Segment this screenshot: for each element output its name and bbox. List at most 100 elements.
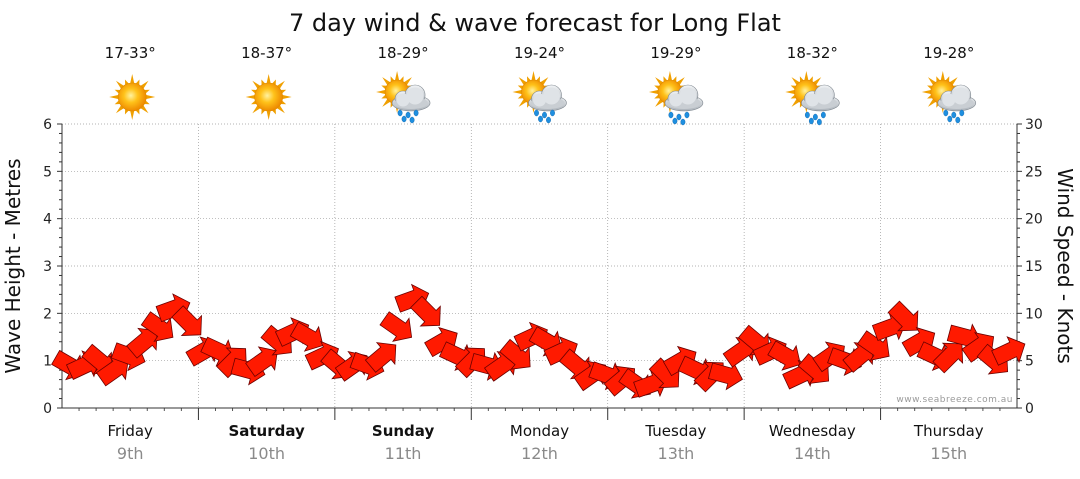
rain-drop: [405, 111, 411, 119]
rain-drops: [804, 111, 826, 126]
wind-arrow: [901, 326, 936, 358]
wind-arrow: [289, 321, 324, 352]
sun-ray: [281, 94, 292, 100]
day-temperature: 19-24°: [514, 44, 565, 62]
wind-arrow: [767, 340, 801, 371]
left-axis-title: Wave Height - Metres: [1, 158, 25, 373]
right-axis-title: Wind Speed - Knots: [1053, 168, 1077, 364]
sun-cloud-icon: [785, 71, 840, 126]
sun-ray: [940, 71, 945, 81]
sunny-icon: [109, 74, 156, 120]
rain-drop: [947, 115, 953, 123]
rain-drop: [943, 109, 949, 117]
right-tick-label: 20: [1025, 212, 1043, 228]
rain-drop: [812, 113, 818, 121]
sun-ray: [512, 89, 523, 95]
rain-drop: [955, 116, 961, 124]
sun-rain-icon: [376, 71, 431, 124]
right-tick-label: 10: [1025, 306, 1043, 322]
rain-drop: [401, 115, 407, 123]
rain-drops: [943, 109, 965, 124]
sun-ray: [266, 110, 271, 120]
sun-ray: [130, 74, 135, 84]
sun-rain-icon: [921, 71, 977, 124]
wind-arrow: [991, 336, 1026, 366]
day-date-label: 12th: [521, 444, 558, 463]
right-tick-label: 30: [1025, 117, 1043, 133]
wind-arrow: [364, 342, 397, 373]
right-tick-label: 0: [1025, 401, 1034, 417]
wind-arrow: [95, 355, 129, 387]
day-date-label: 11th: [385, 444, 422, 463]
sun-disc: [117, 82, 147, 112]
rain-drop: [820, 111, 826, 119]
left-tick-label: 2: [43, 306, 52, 322]
rain-drop: [413, 109, 419, 117]
wind-arrow: [171, 305, 202, 336]
day-date-label: 14th: [794, 444, 831, 463]
day-labels: Friday 9th Saturday 10th Sunday 11th Monday 12t…: [107, 422, 983, 463]
sun-ray: [394, 71, 400, 81]
day-headers: 17-33° 18-37° 18-29° 19-24° 19-29° 18-32° 19-2…: [105, 44, 977, 126]
rain-drop: [816, 118, 822, 126]
right-tick-label: 25: [1025, 164, 1043, 180]
wind-arrow: [245, 346, 278, 377]
sun-ray: [804, 71, 809, 81]
day-date-label: 15th: [930, 444, 967, 463]
wind-arrow: [961, 332, 995, 363]
rain-drop: [546, 116, 551, 124]
day-temperature: 19-29°: [650, 44, 701, 62]
day-name-label: Saturday: [228, 422, 305, 440]
day-temperature: 19-28°: [923, 44, 974, 62]
left-tick-label: 1: [43, 354, 52, 370]
rain-drop: [409, 116, 415, 124]
day-name-label: Friday: [107, 422, 153, 440]
day-temperature: 18-32°: [787, 44, 838, 62]
left-axis-ticks: 0 1 2 3 4 5 6: [43, 117, 62, 417]
sun-disc: [254, 82, 283, 112]
wind-arrow: [379, 311, 413, 342]
rain-drop: [668, 111, 674, 119]
rain-drop: [804, 111, 810, 119]
wind-arrow: [216, 347, 247, 379]
wind-arrow: [932, 342, 964, 374]
rain-drop: [684, 111, 690, 119]
wind-arrow: [410, 295, 441, 327]
rain-drop: [397, 109, 403, 117]
wind-arrow-series: [51, 283, 1026, 399]
sun-ray: [109, 94, 120, 100]
right-tick-label: 5: [1025, 354, 1034, 370]
sun-ray: [921, 89, 932, 95]
wind-arrow: [424, 326, 458, 358]
cloud-shape: [528, 84, 567, 112]
wind-arrow: [856, 330, 890, 361]
left-tick-label: 6: [43, 117, 52, 133]
cloud-shape: [391, 84, 431, 112]
sun-ray: [145, 94, 156, 100]
rain-drop: [680, 118, 686, 126]
day-date-label: 10th: [248, 444, 285, 463]
rain-drop: [542, 111, 547, 119]
sun-ray: [130, 110, 135, 120]
day-date-label: 13th: [658, 444, 695, 463]
day-name-label: Thursday: [913, 422, 984, 440]
wind-arrow: [499, 338, 531, 370]
day-name-label: Wednesday: [769, 422, 856, 440]
rain-drop: [550, 109, 555, 117]
rain-drop: [959, 109, 965, 117]
sun-ray: [667, 71, 673, 81]
sun-ray: [266, 74, 271, 84]
left-tick-label: 0: [43, 401, 52, 417]
cloud-shape: [937, 84, 977, 112]
sun-ray: [785, 89, 796, 95]
sunny-icon: [245, 74, 292, 120]
day-name-label: Tuesday: [644, 422, 706, 440]
sun-ray: [531, 71, 536, 81]
day-name-label: Sunday: [372, 422, 435, 440]
sun-ray: [376, 89, 387, 95]
wind-arrow: [887, 300, 919, 332]
right-tick-label: 15: [1025, 259, 1043, 275]
cloud-shape: [664, 84, 704, 112]
